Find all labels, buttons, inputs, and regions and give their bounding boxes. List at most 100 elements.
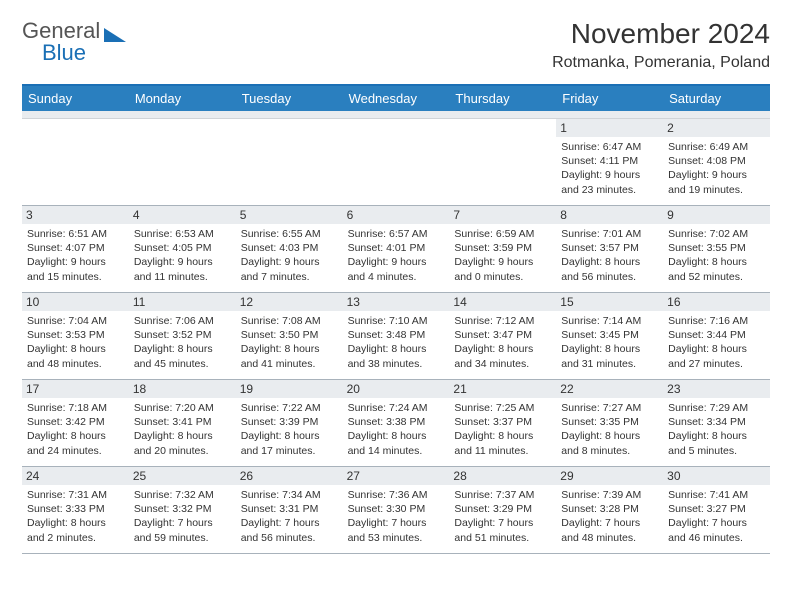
day-cell: 13 Sunrise: 7:10 AMSunset: 3:48 PMDayligh… <box>343 293 450 379</box>
day-cell: 29 Sunrise: 7:39 AMSunset: 3:28 PMDayligh… <box>556 467 663 553</box>
day-info: Sunrise: 7:20 AMSunset: 3:41 PMDaylight:… <box>134 401 231 458</box>
day-cell <box>343 119 450 205</box>
logo: General Blue <box>22 18 126 66</box>
day-number: 6 <box>343 206 450 224</box>
week-row: 17Sunrise: 7:18 AMSunset: 3:42 PMDayligh… <box>22 380 770 467</box>
day-info: Sunrise: 7:25 AMSunset: 3:37 PMDaylight:… <box>454 401 551 458</box>
title-block: November 2024 Rotmanka, Pomerania, Polan… <box>552 18 770 72</box>
day-cell: 19 Sunrise: 7:22 AMSunset: 3:39 PMDayligh… <box>236 380 343 466</box>
day-number: 10 <box>22 293 129 311</box>
day-number: 22 <box>556 380 663 398</box>
day-info: Sunrise: 7:41 AMSunset: 3:27 PMDaylight:… <box>668 488 765 545</box>
day-header-cell: Monday <box>129 86 236 111</box>
day-number: 1 <box>556 119 663 137</box>
day-info: Sunrise: 7:08 AMSunset: 3:50 PMDaylight:… <box>241 314 338 371</box>
day-number: 4 <box>129 206 236 224</box>
day-cell: 3 Sunrise: 6:51 AMSunset: 4:07 PMDaylight… <box>22 206 129 292</box>
day-cell: 17Sunrise: 7:18 AMSunset: 3:42 PMDayligh… <box>22 380 129 466</box>
day-cell: 9 Sunrise: 7:02 AMSunset: 3:55 PMDaylight… <box>663 206 770 292</box>
day-number: 9 <box>663 206 770 224</box>
day-cell: 16 Sunrise: 7:16 AMSunset: 3:44 PMDayligh… <box>663 293 770 379</box>
day-number: 21 <box>449 380 556 398</box>
day-number: 28 <box>449 467 556 485</box>
day-number: 8 <box>556 206 663 224</box>
day-info: Sunrise: 7:04 AMSunset: 3:53 PMDaylight:… <box>27 314 124 371</box>
day-cell <box>236 119 343 205</box>
header: General Blue November 2024 Rotmanka, Pom… <box>22 18 770 72</box>
day-cell: 18Sunrise: 7:20 AMSunset: 3:41 PMDayligh… <box>129 380 236 466</box>
day-number: 20 <box>343 380 450 398</box>
week-row: 24Sunrise: 7:31 AMSunset: 3:33 PMDayligh… <box>22 467 770 554</box>
calendar: SundayMondayTuesdayWednesdayThursdayFrid… <box>22 84 770 554</box>
day-info: Sunrise: 6:47 AMSunset: 4:11 PMDaylight:… <box>561 140 658 197</box>
day-info: Sunrise: 7:29 AMSunset: 3:34 PMDaylight:… <box>668 401 765 458</box>
day-info: Sunrise: 7:10 AMSunset: 3:48 PMDaylight:… <box>348 314 445 371</box>
spacer-row <box>22 111 770 119</box>
day-info: Sunrise: 7:02 AMSunset: 3:55 PMDaylight:… <box>668 227 765 284</box>
day-cell: 26 Sunrise: 7:34 AMSunset: 3:31 PMDayligh… <box>236 467 343 553</box>
day-cell: 4Sunrise: 6:53 AMSunset: 4:05 PMDaylight… <box>129 206 236 292</box>
day-number: 19 <box>236 380 343 398</box>
day-cell <box>449 119 556 205</box>
day-info: Sunrise: 6:55 AMSunset: 4:03 PMDaylight:… <box>241 227 338 284</box>
day-cell <box>22 119 129 205</box>
day-info: Sunrise: 7:06 AMSunset: 3:52 PMDaylight:… <box>134 314 231 371</box>
day-info: Sunrise: 7:34 AMSunset: 3:31 PMDaylight:… <box>241 488 338 545</box>
day-info: Sunrise: 7:12 AMSunset: 3:47 PMDaylight:… <box>454 314 551 371</box>
day-cell: 27Sunrise: 7:36 AMSunset: 3:30 PMDayligh… <box>343 467 450 553</box>
day-number: 14 <box>449 293 556 311</box>
day-number: 17 <box>22 380 129 398</box>
day-info: Sunrise: 7:27 AMSunset: 3:35 PMDaylight:… <box>561 401 658 458</box>
logo-text-blue: Blue <box>42 40 86 66</box>
logo-triangle-icon <box>104 28 126 42</box>
day-number: 3 <box>22 206 129 224</box>
day-info: Sunrise: 7:39 AMSunset: 3:28 PMDaylight:… <box>561 488 658 545</box>
day-cell: 12 Sunrise: 7:08 AMSunset: 3:50 PMDayligh… <box>236 293 343 379</box>
day-cell: 2Sunrise: 6:49 AMSunset: 4:08 PMDaylight… <box>663 119 770 205</box>
day-cell: 6 Sunrise: 6:57 AMSunset: 4:01 PMDaylight… <box>343 206 450 292</box>
day-number: 13 <box>343 293 450 311</box>
day-cell: 8Sunrise: 7:01 AMSunset: 3:57 PMDaylight… <box>556 206 663 292</box>
day-header-cell: Sunday <box>22 86 129 111</box>
day-number: 11 <box>129 293 236 311</box>
day-info: Sunrise: 6:51 AMSunset: 4:07 PMDaylight:… <box>27 227 124 284</box>
month-title: November 2024 <box>552 18 770 50</box>
day-number: 29 <box>556 467 663 485</box>
week-row: 1 Sunrise: 6:47 AMSunset: 4:11 PMDaylight… <box>22 119 770 206</box>
day-cell: 20Sunrise: 7:24 AMSunset: 3:38 PMDayligh… <box>343 380 450 466</box>
location-text: Rotmanka, Pomerania, Poland <box>552 54 770 72</box>
day-number: 26 <box>236 467 343 485</box>
day-cell: 28 Sunrise: 7:37 AMSunset: 3:29 PMDayligh… <box>449 467 556 553</box>
day-info: Sunrise: 7:14 AMSunset: 3:45 PMDaylight:… <box>561 314 658 371</box>
day-number: 2 <box>663 119 770 137</box>
day-info: Sunrise: 6:57 AMSunset: 4:01 PMDaylight:… <box>348 227 445 284</box>
day-info: Sunrise: 7:22 AMSunset: 3:39 PMDaylight:… <box>241 401 338 458</box>
day-number: 12 <box>236 293 343 311</box>
day-header-cell: Friday <box>556 86 663 111</box>
day-info: Sunrise: 7:36 AMSunset: 3:30 PMDaylight:… <box>348 488 445 545</box>
day-header-row: SundayMondayTuesdayWednesdayThursdayFrid… <box>22 86 770 111</box>
day-number: 30 <box>663 467 770 485</box>
day-number: 16 <box>663 293 770 311</box>
day-cell: 22 Sunrise: 7:27 AMSunset: 3:35 PMDayligh… <box>556 380 663 466</box>
day-cell: 21 Sunrise: 7:25 AMSunset: 3:37 PMDayligh… <box>449 380 556 466</box>
day-header-cell: Wednesday <box>343 86 450 111</box>
day-info: Sunrise: 7:32 AMSunset: 3:32 PMDaylight:… <box>134 488 231 545</box>
day-info: Sunrise: 7:16 AMSunset: 3:44 PMDaylight:… <box>668 314 765 371</box>
day-cell: 30 Sunrise: 7:41 AMSunset: 3:27 PMDayligh… <box>663 467 770 553</box>
day-cell: 15 Sunrise: 7:14 AMSunset: 3:45 PMDayligh… <box>556 293 663 379</box>
day-header-cell: Tuesday <box>236 86 343 111</box>
day-info: Sunrise: 6:59 AMSunset: 3:59 PMDaylight:… <box>454 227 551 284</box>
day-cell: 10 Sunrise: 7:04 AMSunset: 3:53 PMDayligh… <box>22 293 129 379</box>
day-number: 25 <box>129 467 236 485</box>
day-info: Sunrise: 7:37 AMSunset: 3:29 PMDaylight:… <box>454 488 551 545</box>
day-header-cell: Saturday <box>663 86 770 111</box>
day-cell: 23Sunrise: 7:29 AMSunset: 3:34 PMDayligh… <box>663 380 770 466</box>
day-number: 5 <box>236 206 343 224</box>
day-cell: 14 Sunrise: 7:12 AMSunset: 3:47 PMDayligh… <box>449 293 556 379</box>
day-cell: 1 Sunrise: 6:47 AMSunset: 4:11 PMDaylight… <box>556 119 663 205</box>
day-info: Sunrise: 7:31 AMSunset: 3:33 PMDaylight:… <box>27 488 124 545</box>
day-number: 15 <box>556 293 663 311</box>
week-row: 3 Sunrise: 6:51 AMSunset: 4:07 PMDaylight… <box>22 206 770 293</box>
day-cell: 24Sunrise: 7:31 AMSunset: 3:33 PMDayligh… <box>22 467 129 553</box>
